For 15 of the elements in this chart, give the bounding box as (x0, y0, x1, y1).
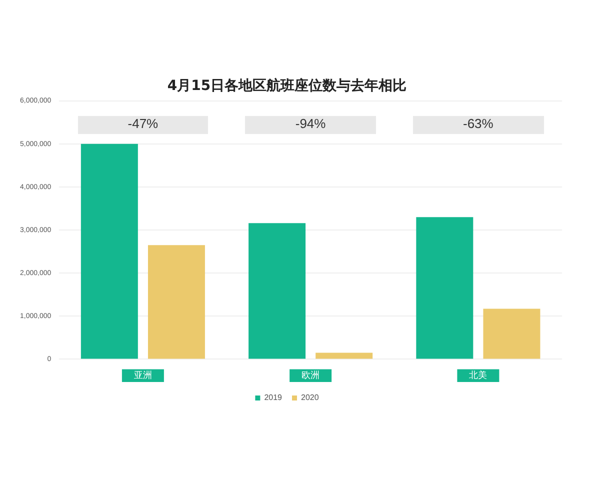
bar (483, 308, 540, 359)
x-tick-label: 北美 (469, 370, 488, 381)
bar (416, 217, 474, 359)
chart-title: 4月15日各地区航班座位数与去年相比 (167, 77, 407, 94)
bar (80, 144, 138, 359)
bar (248, 223, 306, 359)
legend-label: 2019 (264, 393, 283, 402)
x-tick-label: 欧洲 (302, 370, 320, 381)
annotation: -63% (463, 116, 494, 132)
legend-label: 2020 (301, 393, 320, 402)
annotation: -94% (295, 116, 326, 132)
x-tick-label: 亚洲 (134, 370, 152, 381)
bar (316, 352, 373, 359)
annotation: -47% (128, 116, 158, 132)
bar (148, 245, 205, 359)
